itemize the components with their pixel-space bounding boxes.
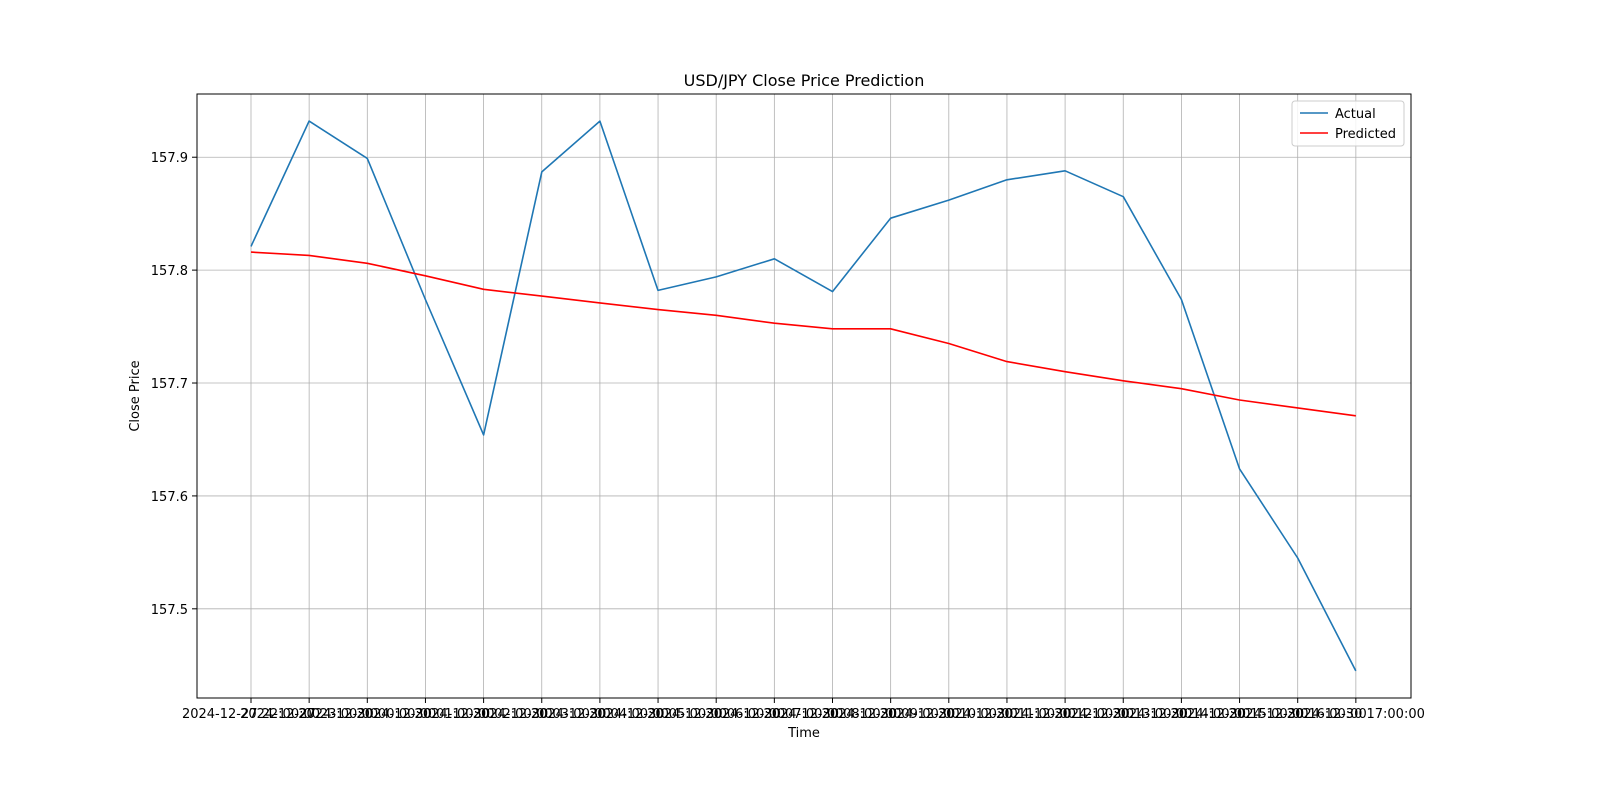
x-tick-label: 2024-12-30 06:00:00: [647, 707, 785, 722]
y-tick-label: 157.5: [151, 603, 188, 618]
series-line-predicted: [250, 251, 1356, 417]
grid-lines: [197, 94, 1411, 698]
y-axis-label: Close Price: [128, 360, 143, 431]
x-tick-label: 2024-12-30 11:00:00: [938, 707, 1076, 722]
x-tick-label: 2024-12-30 10:00:00: [880, 707, 1018, 722]
x-tick-label: 2024-12-27 23:00:00: [240, 707, 378, 722]
plot-frame: [196, 93, 1412, 699]
y-tick-label: 157.6: [151, 490, 188, 505]
x-tick-label: 2024-12-30 13:00:00: [1054, 707, 1192, 722]
y-tick-label: 157.9: [151, 151, 188, 166]
series-line-actual: [250, 120, 1357, 672]
y-axis: 157.5 157.6 157.7 157.8 157.9: [151, 151, 197, 618]
x-tick-label: 2024-12-30 09:00:00: [822, 707, 960, 722]
x-tick-label: 2024-12-30 17:00:00: [1287, 707, 1425, 722]
x-axis-label: Time: [787, 726, 820, 741]
y-tick-label: 157.7: [151, 377, 188, 392]
x-tick-label: 2024-12-27 22:00:00: [182, 707, 320, 722]
x-tick-label: 2024-12-30 08:00:00: [763, 707, 901, 722]
x-tick-label: 2024-12-30 12:00:00: [996, 707, 1134, 722]
x-tick-label: 2024-12-30 01:00:00: [356, 707, 494, 722]
x-tick-label: 2024-12-30 16:00:00: [1229, 707, 1367, 722]
y-tick-label: 157.8: [151, 264, 188, 279]
x-tick-label: 2024-12-30 03:00:00: [473, 707, 611, 722]
chart-title: USD/JPY Close Price Prediction: [684, 71, 925, 90]
x-tick-label: 2024-12-30 04:00:00: [531, 707, 669, 722]
series-layer: [250, 120, 1357, 672]
x-tick-label: 2024-12-30 14:00:00: [1112, 707, 1250, 722]
x-tick-label: 2024-12-30 00:00:00: [298, 707, 436, 722]
x-tick-label: 2024-12-30 05:00:00: [589, 707, 727, 722]
legend-label-actual: Actual: [1335, 107, 1376, 122]
x-tick-label: 2024-12-30 07:00:00: [705, 707, 843, 722]
legend: Actual Predicted: [1291, 100, 1405, 147]
x-tick-label: 2024-12-30 15:00:00: [1171, 707, 1309, 722]
x-tick-label: 2024-12-30 02:00:00: [415, 707, 553, 722]
legend-label-predicted: Predicted: [1335, 127, 1396, 142]
